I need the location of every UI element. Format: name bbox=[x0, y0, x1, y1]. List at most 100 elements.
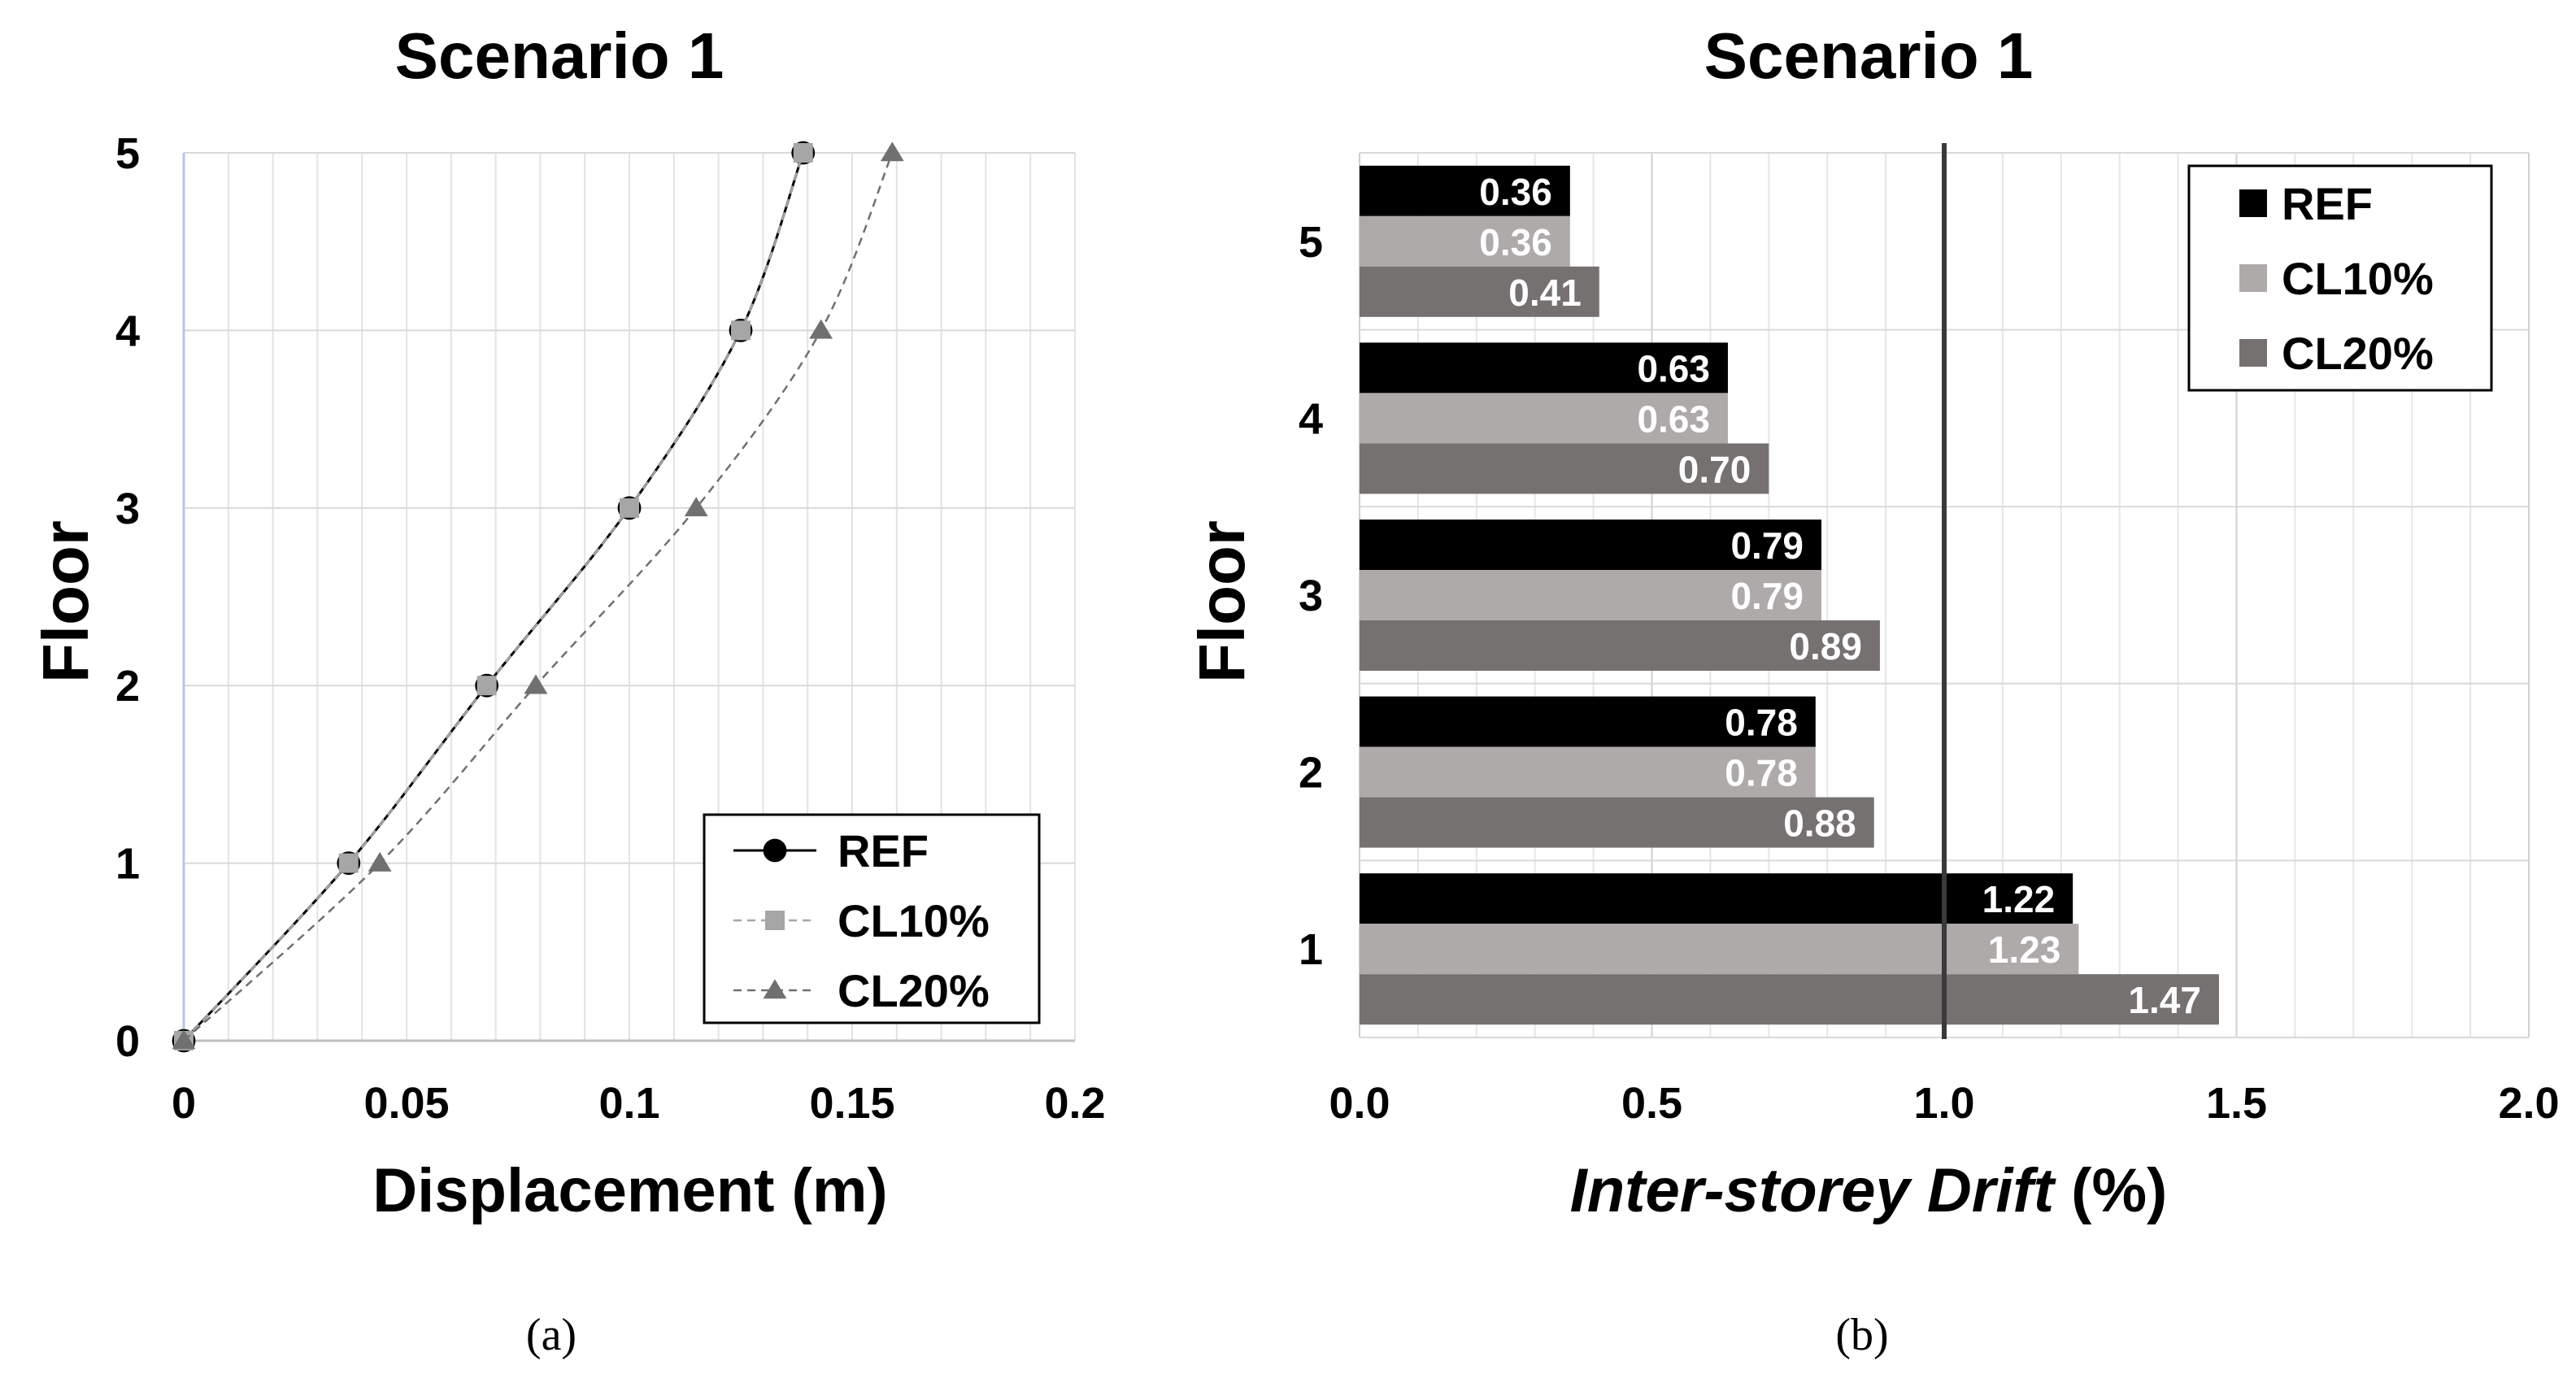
chart-a-xlabel: Displacement (m) bbox=[372, 1156, 888, 1225]
chart-b-bars: 1.22 1.23 1.47 0.78 0.78 0.88 0.79 0.79 0.89 0.63… bbox=[1360, 165, 2219, 1025]
bar-ref bbox=[1360, 696, 1816, 747]
bar-value-label: 0.79 bbox=[1730, 524, 1804, 567]
legend-label: REF bbox=[838, 825, 929, 876]
chart-a-series bbox=[172, 141, 904, 1053]
bar-value-label: 1.23 bbox=[1988, 928, 2061, 971]
bar-value-label: 0.36 bbox=[1479, 171, 1552, 213]
data-point bbox=[793, 143, 813, 163]
legend-swatch bbox=[2239, 189, 2267, 217]
bar-value-label: 0.78 bbox=[1725, 752, 1798, 794]
bar-value-label: 0.70 bbox=[1678, 448, 1751, 490]
legend-label: REF bbox=[2282, 178, 2373, 229]
bar-ref bbox=[1360, 873, 2073, 924]
panel-a: Scenario 1 0 0.05 0.1 0.15 0.2 0 1 2 3 4 5 Displac… bbox=[29, 20, 1106, 1225]
y-tick-label: 4 bbox=[115, 307, 140, 355]
legend-marker bbox=[763, 838, 787, 863]
chart-b-legend: REF CL10% CL20% bbox=[2187, 164, 2493, 392]
chart-a-axes bbox=[182, 153, 1075, 1042]
bar-value-label: 0.88 bbox=[1783, 802, 1856, 845]
x-tick-label: 0.15 bbox=[809, 1079, 894, 1128]
x-tick-label: 1.5 bbox=[2206, 1079, 2267, 1128]
legend-label: CL20% bbox=[838, 965, 990, 1016]
y-tick-label: 1 bbox=[115, 840, 140, 889]
data-point bbox=[476, 676, 497, 696]
bar-cl20pct bbox=[1360, 797, 1874, 848]
data-point bbox=[368, 851, 392, 872]
bar-ref bbox=[1360, 165, 1570, 216]
bar-cl10pct bbox=[1360, 746, 1816, 798]
bar-ref bbox=[1360, 342, 1728, 394]
data-point bbox=[880, 141, 904, 162]
bar-value-label: 0.41 bbox=[1508, 272, 1582, 314]
x-tick-label: 0 bbox=[172, 1079, 196, 1128]
bar-cl20pct bbox=[1360, 266, 1599, 317]
data-point bbox=[684, 497, 708, 517]
x-tick-label: 1.0 bbox=[1913, 1079, 1974, 1128]
bar-cl10pct bbox=[1360, 215, 1570, 267]
data-point bbox=[338, 853, 359, 873]
data-point bbox=[620, 498, 639, 518]
legend-marker bbox=[763, 979, 787, 999]
y-tick-label: 1 bbox=[1299, 925, 1323, 974]
data-point bbox=[731, 320, 751, 341]
series-cl20pct bbox=[172, 141, 904, 1050]
bar-value-label: 0.78 bbox=[1725, 702, 1798, 744]
floor-3-bars: 0.79 0.79 0.89 bbox=[1360, 520, 1880, 671]
y-tick-label: 2 bbox=[115, 662, 140, 711]
x-tick-label: 2.0 bbox=[2498, 1079, 2559, 1128]
chart-a-ylabel: Floor bbox=[29, 520, 102, 683]
floor-5-bars: 0.36 0.36 0.41 bbox=[1360, 165, 1599, 317]
x-tick-label: 0.5 bbox=[1621, 1079, 1682, 1128]
chart-a-legend: REF CL10% CL20% bbox=[703, 813, 1041, 1024]
y-tick-label: 5 bbox=[1299, 218, 1323, 267]
legend-label: CL20% bbox=[2282, 328, 2434, 379]
bar-value-label: 0.63 bbox=[1637, 398, 1710, 440]
chart-a-title: Scenario 1 bbox=[395, 20, 724, 92]
floor-2-bars: 0.78 0.78 0.88 bbox=[1360, 696, 1874, 848]
chart-b-xlabel-suffix: (%) bbox=[2054, 1156, 2167, 1225]
legend-marker bbox=[765, 911, 785, 930]
legend-label: CL10% bbox=[2282, 253, 2434, 304]
panel-b: Scenario 1 1.221.231.470.780.780.880.790… bbox=[1186, 20, 2560, 1225]
y-tick-label: 3 bbox=[115, 485, 140, 533]
bar-cl10pct bbox=[1360, 924, 2079, 975]
chart-b-xlabel: Inter-storey Drift (%) bbox=[1570, 1156, 2168, 1225]
bar-cl20pct bbox=[1360, 974, 2219, 1025]
chart-b-xlabel-italic: Inter-storey Drift bbox=[1570, 1156, 2056, 1225]
y-tick-label: 4 bbox=[1299, 394, 1323, 443]
caption-b: (b) bbox=[1835, 1310, 1889, 1360]
legend-swatch bbox=[2239, 339, 2267, 367]
bar-cl20pct bbox=[1360, 620, 1880, 671]
chart-b-title: Scenario 1 bbox=[1704, 20, 2034, 92]
series-line bbox=[183, 152, 804, 1042]
bar-value-label: 0.89 bbox=[1789, 625, 1862, 668]
series-line bbox=[183, 152, 894, 1042]
caption-a: (a) bbox=[525, 1310, 577, 1360]
bar-value-label: 0.63 bbox=[1637, 347, 1710, 389]
data-point bbox=[172, 1029, 196, 1050]
bar-value-label: 0.79 bbox=[1730, 575, 1804, 617]
bar-cl10pct bbox=[1360, 570, 1822, 620]
data-point bbox=[524, 674, 548, 694]
chart-b-ylabel: Floor bbox=[1186, 520, 1258, 683]
x-tick-label: 0.1 bbox=[598, 1079, 659, 1128]
y-tick-label: 3 bbox=[1299, 572, 1323, 620]
x-tick-label: 0.05 bbox=[363, 1079, 449, 1128]
floor-1-bars: 1.22 1.23 1.47 bbox=[1360, 873, 2219, 1025]
chart-b-ticks: 0.0 0.5 1.0 1.5 2.0 1 2 3 4 5 bbox=[1299, 218, 2560, 1128]
y-tick-label: 0 bbox=[115, 1017, 140, 1066]
bar-value-label: 1.22 bbox=[1982, 878, 2056, 920]
bar-cl10pct bbox=[1360, 393, 1728, 444]
bar-value-label: 0.36 bbox=[1479, 221, 1552, 263]
floor-4-bars: 0.63 0.63 0.70 bbox=[1360, 342, 1769, 494]
x-tick-label: 0.2 bbox=[1044, 1079, 1105, 1128]
x-tick-label: 0.0 bbox=[1329, 1079, 1390, 1128]
legend-swatch bbox=[2239, 264, 2267, 292]
bar-cl20pct bbox=[1360, 443, 1769, 494]
y-tick-label: 2 bbox=[1299, 749, 1323, 798]
data-point bbox=[809, 319, 833, 339]
legend-label: CL10% bbox=[838, 895, 990, 946]
y-tick-label: 5 bbox=[115, 129, 140, 178]
bar-value-label: 1.47 bbox=[2128, 979, 2201, 1021]
